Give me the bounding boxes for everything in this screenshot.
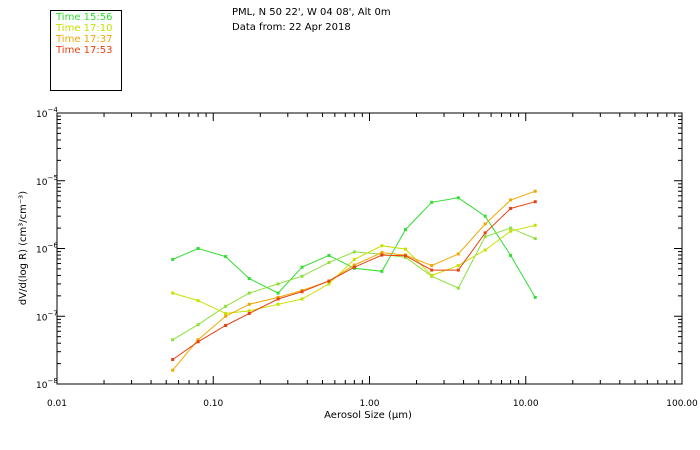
data-point (224, 324, 228, 328)
date-text: Data from: 22 Apr 2018 (232, 22, 351, 33)
data-point (430, 264, 434, 268)
data-point (196, 299, 200, 303)
x-tick-labels: 0.01 0.10 1.00 10.00 100.00 (47, 399, 698, 409)
data-point (300, 297, 304, 301)
x-tick-label: 1.00 (359, 399, 379, 409)
legend: Time 15:56 Time 17:10 Time 17:37 Time 17… (50, 10, 122, 91)
data-point (456, 268, 460, 272)
series-line (172, 197, 536, 298)
x-tick-label: 100.00 (666, 399, 698, 409)
data-point (483, 222, 487, 226)
x-axis-label: Aerosol Size (µm) (324, 410, 412, 421)
data-point (456, 264, 460, 268)
data-point (196, 340, 200, 344)
y-axis-label: dV/d(log R) (cm³/cm⁻³) (18, 191, 29, 305)
data-point (247, 291, 251, 295)
x-tick-label: 0.01 (47, 399, 67, 409)
data-point (456, 196, 460, 200)
y-tick-label: 10−8 (36, 377, 58, 391)
data-point (533, 295, 537, 299)
y-tick-label: 10−4 (36, 106, 58, 120)
data-point (483, 248, 487, 252)
data-point (352, 257, 356, 261)
data-point (509, 253, 513, 257)
data-point (196, 338, 200, 342)
legend-item-1710: Time 17:10 (56, 23, 113, 34)
series-lines (171, 189, 537, 372)
data-point (327, 253, 331, 257)
data-point (224, 304, 228, 308)
data-point (509, 206, 513, 210)
data-point (404, 247, 408, 251)
data-point (224, 311, 228, 315)
data-point (430, 200, 434, 204)
data-point (276, 302, 280, 306)
data-point (171, 368, 175, 372)
data-point (483, 231, 487, 235)
header-info: PML, N 50 22', W 04 08', Alt 0m Data fro… (232, 5, 391, 35)
data-point (224, 314, 228, 318)
data-point (276, 297, 280, 301)
data-point (404, 255, 408, 259)
data-point (380, 251, 384, 255)
data-point (327, 261, 331, 265)
data-point (533, 200, 537, 204)
data-point (430, 268, 434, 272)
data-point (380, 244, 384, 248)
data-point (327, 282, 331, 286)
plot-frame (56, 112, 683, 385)
legend-item-1753: Time 17:53 (56, 45, 113, 56)
y-tick-label: 10−5 (36, 174, 58, 188)
data-point (483, 235, 487, 239)
data-point (247, 302, 251, 306)
data-point (456, 286, 460, 290)
data-point (533, 237, 537, 241)
data-point (300, 290, 304, 294)
data-point (352, 263, 356, 267)
data-point (380, 253, 384, 257)
data-point (276, 282, 280, 286)
x-tick-label: 0.10 (203, 399, 223, 409)
data-point (533, 223, 537, 227)
data-point (456, 252, 460, 256)
data-point (300, 265, 304, 269)
series-line (172, 201, 536, 360)
data-point (171, 338, 175, 342)
data-point (509, 198, 513, 202)
data-point (509, 229, 513, 233)
x-tick-label: 10.00 (513, 399, 539, 409)
axis-ticks (56, 113, 682, 385)
y-tick-label: 10−6 (36, 242, 58, 256)
data-point (276, 291, 280, 295)
data-point (483, 214, 487, 218)
data-point (327, 279, 331, 283)
data-point (380, 269, 384, 273)
legend-item-1737: Time 17:37 (56, 34, 113, 45)
data-point (404, 254, 408, 258)
data-point (224, 255, 228, 259)
data-point (247, 309, 251, 313)
data-point (171, 291, 175, 295)
location-text: PML, N 50 22', W 04 08', Alt 0m (232, 7, 391, 18)
data-point (352, 265, 356, 269)
data-point (196, 247, 200, 250)
series-line (172, 190, 536, 371)
data-point (352, 250, 356, 254)
data-point (404, 228, 408, 232)
data-point (171, 357, 175, 361)
series-line (172, 227, 536, 341)
data-point (247, 277, 251, 281)
data-point (247, 311, 251, 315)
y-tick-labels: 10−8 10−7 10−6 10−5 10−4 (36, 106, 58, 391)
data-point (509, 226, 513, 230)
y-tick-label: 10−7 (36, 309, 58, 323)
data-point (276, 295, 280, 299)
data-point (300, 274, 304, 278)
data-point (533, 189, 537, 193)
data-point (430, 273, 434, 277)
legend-item-1555: Time 15:56 (56, 12, 113, 23)
data-point (171, 257, 175, 261)
data-point (196, 323, 200, 327)
